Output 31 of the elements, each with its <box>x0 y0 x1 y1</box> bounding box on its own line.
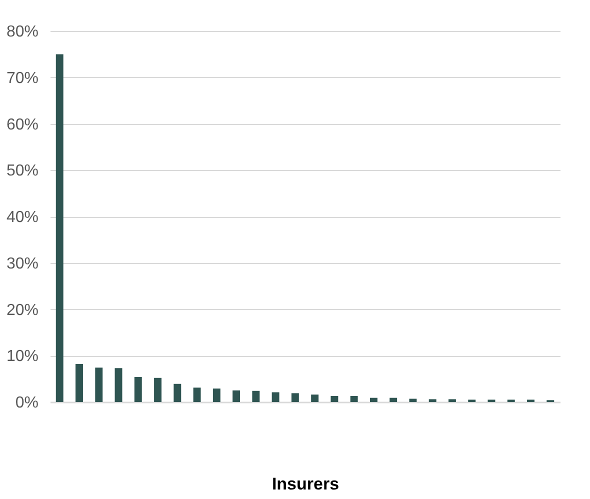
bar <box>134 376 142 402</box>
bar <box>390 398 398 402</box>
y-tick-label: 70% <box>6 70 38 87</box>
bar <box>154 378 162 402</box>
bar <box>370 398 378 402</box>
bar <box>350 396 358 402</box>
bar <box>212 388 220 402</box>
bar <box>252 390 260 402</box>
y-tick-label: 40% <box>6 209 38 226</box>
bar <box>311 394 319 402</box>
bar <box>193 388 201 402</box>
bar <box>174 384 182 402</box>
bar <box>272 392 280 402</box>
y-tick-label: 20% <box>6 302 38 319</box>
bar <box>428 399 436 402</box>
bar <box>76 364 83 402</box>
y-tick-label: 30% <box>6 255 38 272</box>
x-axis-title: Insurers <box>272 474 340 494</box>
bar <box>448 399 456 402</box>
bar <box>291 393 299 402</box>
y-tick-label: 80% <box>6 24 38 40</box>
y-tick-label: 60% <box>6 116 38 134</box>
bar <box>330 396 338 402</box>
bar <box>232 390 240 402</box>
y-tick-label: 50% <box>6 162 38 180</box>
bar <box>409 398 417 402</box>
bar <box>95 368 103 402</box>
bar <box>56 54 64 402</box>
bar <box>114 368 122 402</box>
y-tick-label: 0% <box>15 394 38 412</box>
y-tick-label: 10% <box>6 348 38 366</box>
